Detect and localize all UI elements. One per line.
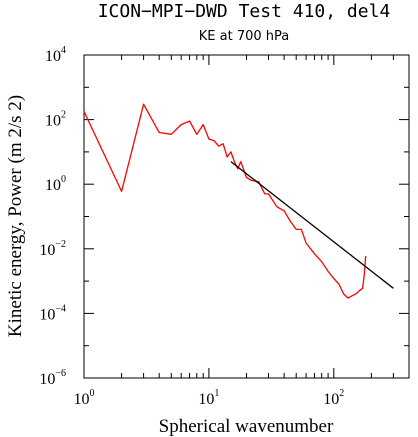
x-tick-label: 102 bbox=[323, 388, 344, 408]
y-tick-label: 100 bbox=[45, 174, 66, 194]
x-tick-labels: 100 101 102 bbox=[74, 388, 345, 408]
y-tick-label: 10−6 bbox=[39, 368, 66, 388]
reference-slope-line bbox=[230, 161, 394, 289]
y-tick-label: 10−4 bbox=[39, 303, 66, 323]
plot-frame bbox=[83, 54, 410, 379]
axis-ticks bbox=[83, 54, 410, 379]
y-tick-label: 102 bbox=[45, 110, 66, 130]
y-tick-label: 10−2 bbox=[39, 239, 66, 259]
ke-spectrum-line bbox=[83, 103, 367, 299]
series-layer bbox=[83, 103, 394, 299]
y-tick-labels: 104 102 100 10−2 10−4 10−6 bbox=[39, 45, 66, 388]
x-tick-label: 100 bbox=[74, 388, 95, 408]
chart-subtitle: KE at 700 hPa bbox=[199, 29, 289, 44]
x-tick-label: 101 bbox=[198, 388, 219, 408]
y-axis-label: Kinetic energy, Power (m 2/s 2) bbox=[5, 95, 26, 337]
x-axis-label: Spherical wavenumber bbox=[159, 416, 334, 437]
y-tick-label: 104 bbox=[45, 45, 66, 65]
chart-title: ICON−MPI−DWD Test 410, del4 bbox=[98, 1, 391, 22]
